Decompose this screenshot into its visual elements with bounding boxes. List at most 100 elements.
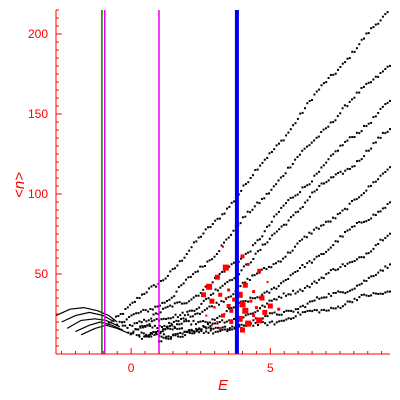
band-point: [292, 289, 295, 292]
band-point: [272, 263, 275, 266]
band-point: [344, 303, 347, 306]
band-point: [311, 99, 313, 101]
band-point: [201, 310, 204, 313]
band-point: [344, 265, 347, 267]
highlight-point: [226, 304, 231, 308]
band-point: [329, 74, 332, 76]
band-point: [211, 281, 214, 284]
band-point: [218, 303, 220, 306]
band-point: [291, 272, 294, 275]
band-point: [128, 324, 131, 326]
band-point: [133, 300, 136, 303]
band-point: [381, 292, 384, 295]
band-point: [212, 327, 215, 330]
band-point: [195, 329, 198, 331]
band-point: [221, 326, 224, 329]
band-point: [280, 225, 283, 228]
band-point: [147, 334, 150, 337]
band-point: [130, 332, 133, 335]
band-point: [263, 158, 266, 161]
band-point: [156, 327, 159, 330]
band-point: [346, 167, 349, 170]
band-point: [280, 313, 283, 316]
band-point: [136, 322, 138, 324]
band-point: [280, 296, 283, 299]
band-point: [137, 328, 140, 331]
band-point: [138, 334, 141, 337]
band-point: [341, 62, 344, 65]
band-point: [315, 281, 318, 284]
band-point: [360, 87, 363, 89]
band-point: [367, 276, 370, 279]
band-point: [174, 333, 177, 336]
band-point: [384, 132, 387, 135]
band-point: [169, 270, 172, 273]
band-point: [146, 324, 149, 327]
band-point: [239, 285, 242, 288]
band-point: [238, 323, 241, 326]
band-point: [205, 297, 208, 300]
band-point: [207, 326, 210, 329]
highlight-point: [240, 327, 245, 333]
band-point: [125, 318, 128, 321]
band-point: [268, 237, 271, 240]
band-point: [138, 297, 141, 300]
band-point: [228, 328, 231, 331]
band-point: [367, 122, 370, 125]
band-point: [367, 219, 370, 221]
band-point: [153, 334, 156, 336]
band-point: [303, 266, 306, 268]
band-point: [301, 311, 304, 314]
band-point: [223, 241, 225, 244]
band-point: [254, 311, 257, 314]
band-point: [285, 223, 288, 226]
band-point: [365, 252, 368, 255]
band-point: [242, 316, 245, 319]
band-point: [298, 240, 301, 242]
band-point: [344, 231, 346, 233]
band-point: [297, 210, 300, 213]
band-point: [282, 223, 285, 226]
band-point: [196, 270, 199, 273]
band-series-2: [121, 99, 391, 329]
band-point: [334, 173, 337, 176]
highlight-point: [252, 314, 256, 318]
band-point: [214, 288, 217, 291]
band-point: [247, 313, 250, 316]
band-point: [168, 298, 171, 301]
band-point: [377, 271, 380, 274]
band-point: [337, 290, 340, 293]
band-point: [287, 131, 290, 134]
band-point: [226, 281, 229, 283]
band-point: [379, 174, 382, 177]
band-point: [273, 311, 276, 314]
band-point: [323, 296, 326, 299]
band-point: [259, 307, 261, 310]
band-point: [225, 320, 228, 323]
band-point: [163, 301, 166, 304]
band-point: [169, 337, 172, 340]
band-point: [258, 202, 261, 205]
band-point: [161, 301, 164, 304]
band-point: [379, 292, 382, 295]
band-point: [299, 313, 302, 316]
band-point: [132, 332, 135, 335]
band-point: [177, 320, 180, 323]
band-point: [192, 296, 195, 299]
band-point: [327, 292, 330, 295]
band-point: [301, 238, 304, 241]
band-point: [177, 335, 179, 338]
highlight-point: [214, 274, 220, 280]
band-point: [221, 271, 224, 273]
band-point: [164, 306, 167, 309]
band-point: [336, 115, 339, 118]
band-point: [318, 311, 321, 314]
band-point: [351, 288, 354, 291]
band-point: [244, 314, 247, 317]
band-point: [118, 320, 121, 323]
band-point: [178, 260, 181, 263]
band-point: [169, 327, 172, 330]
band-point: [165, 337, 168, 340]
band-point: [327, 309, 330, 312]
y-tick-label: 50: [35, 267, 49, 281]
